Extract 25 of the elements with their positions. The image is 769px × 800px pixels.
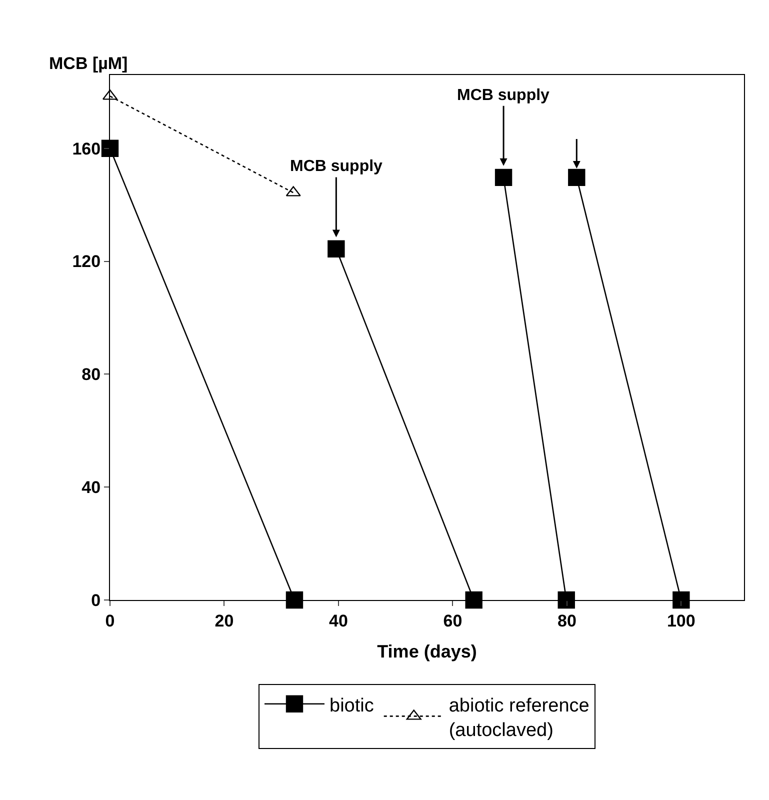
y-tick-label: 120 [72,252,101,272]
y-axis-title: MCB [µM] [49,54,128,73]
point [101,140,119,157]
y-tick-label: 40 [82,478,101,498]
x-tick-label: 20 [214,611,234,630]
x-tick-label: 40 [329,611,348,630]
annotation: MCB supply [290,158,383,175]
x-tick-label: 80 [557,611,576,630]
point [568,168,586,186]
point [328,240,345,258]
y-tick-label: 80 [82,365,101,384]
annotation: MCB supply [457,87,550,104]
point [494,168,512,186]
point [465,591,482,609]
legend-label: abiotic reference (autoclaved) [448,695,590,741]
legend-label: biotic [330,695,374,716]
point [672,591,690,609]
point [558,591,575,609]
y-tick-label: 0 [91,590,101,610]
x-tick-label: 0 [105,611,115,630]
y-tick-label: 160 [72,139,101,158]
point [286,591,304,609]
x-axis-title: Time (days) [377,642,477,662]
x-tick-label: 100 [666,611,696,630]
x-tick-label: 60 [443,611,462,630]
